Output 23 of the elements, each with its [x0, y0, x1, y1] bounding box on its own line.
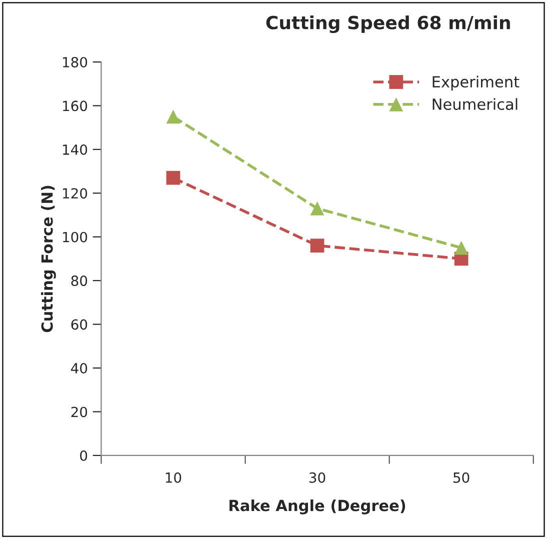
y-tick-label: 80: [71, 276, 88, 286]
point: [454, 240, 468, 255]
point: [166, 170, 180, 185]
chart-title: Cutting Speed 68 m/min: [266, 15, 510, 34]
x-tick-label: 50: [454, 472, 470, 483]
x-axis-title: Rake Angle (Degree): [230, 499, 406, 514]
y-tick-label: 120: [63, 188, 88, 199]
y-tick-label: 160: [63, 100, 88, 112]
y-tick-label: 20: [71, 406, 88, 418]
legend-label: Neumerical: [432, 98, 518, 110]
point: [310, 238, 324, 253]
y-tick-label: 60: [71, 319, 88, 330]
y-tick-label: 100: [63, 232, 88, 242]
x-tick-label: 30: [309, 472, 326, 483]
y-tick-label: 40: [71, 362, 88, 374]
y-axis-title: Cutting Force (N): [41, 186, 56, 332]
legend-label: Experiment: [432, 76, 520, 91]
y-tick-label: 180: [63, 56, 88, 68]
y-tick-label: 140: [63, 144, 88, 155]
point: [310, 202, 324, 216]
x-tick-label: 10: [166, 472, 182, 483]
y-tick-label: 0: [80, 450, 88, 461]
point: [166, 110, 180, 124]
